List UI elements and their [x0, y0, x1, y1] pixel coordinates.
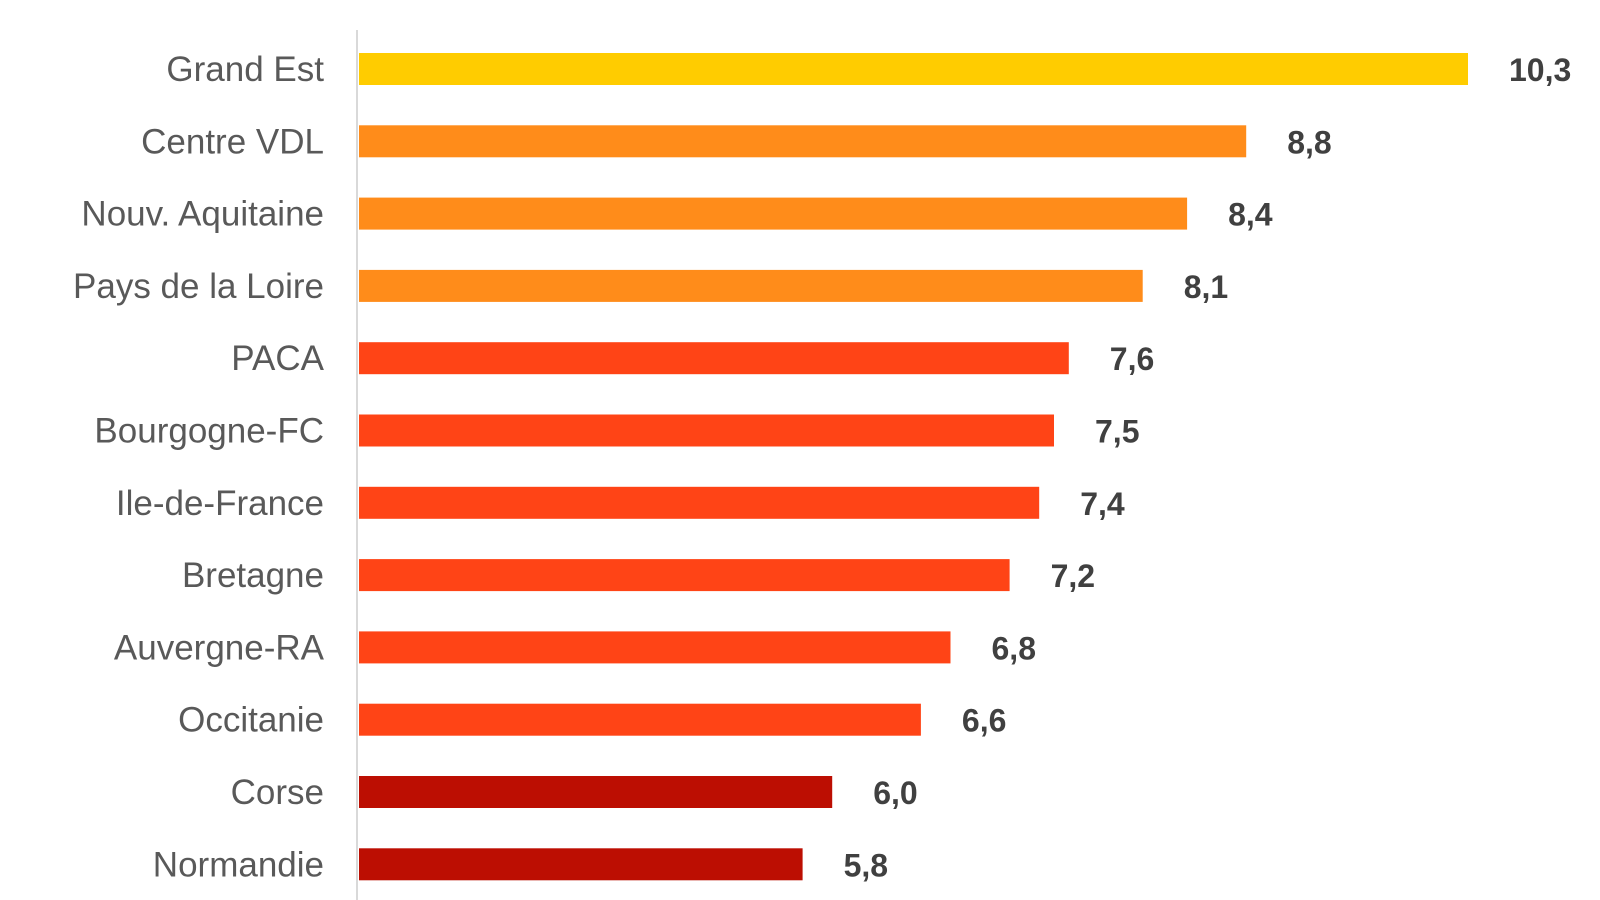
bar-ile-de-france [359, 486, 1040, 519]
category-label: Auvergne-RA [114, 628, 325, 667]
category-label: Bretagne [182, 556, 324, 595]
value-label: 8,1 [1184, 269, 1228, 305]
bar-centre-vdl [359, 125, 1247, 158]
value-label: 6,6 [962, 703, 1006, 739]
category-label: Nouv. Aquitaine [81, 195, 324, 234]
value-label: 6,8 [992, 630, 1036, 666]
value-label: 7,2 [1051, 558, 1095, 594]
value-label: 6,0 [873, 775, 917, 811]
bar-auvergne-ra [359, 631, 951, 664]
category-label: Occitanie [178, 701, 324, 740]
bars-group [359, 53, 1468, 881]
bar-pays-de-la-loire [359, 269, 1143, 302]
bar-occitanie [359, 703, 921, 736]
bar-bourgogne-fc [359, 414, 1054, 447]
category-label: Ile-de-France [116, 484, 324, 523]
value-label: 8,4 [1228, 197, 1273, 233]
value-labels-group: 10,3 8,8 8,48,1 7,6 7,5 7,4 7,2 6,8 6,6 6,0 5,8 [844, 52, 1572, 883]
value-label: 5,8 [844, 847, 888, 883]
category-label: Grand Est [166, 50, 324, 89]
bar-normandie [359, 848, 803, 881]
value-label: 7,4 [1080, 486, 1125, 522]
category-labels-group: Grand Est Centre VDL Nouv. Aquitaine Pays d… [73, 50, 325, 884]
value-label: 8,8 [1287, 124, 1331, 160]
category-label: Pays de la Loire [73, 267, 324, 306]
category-label: PACA [231, 339, 324, 378]
value-label: 10,3 [1509, 52, 1571, 88]
category-label: Corse [231, 773, 324, 812]
bar-bretagne [359, 559, 1010, 592]
category-label: Centre VDL [141, 122, 324, 161]
bar-corse [359, 776, 833, 808]
bar-paca [359, 342, 1069, 375]
value-label: 7,5 [1095, 414, 1139, 450]
bar-grand-est [359, 53, 1468, 85]
bar-nouv-aquitaine [359, 197, 1188, 230]
category-label: Bourgogne-FC [94, 412, 324, 451]
value-label: 7,6 [1110, 341, 1154, 377]
category-label: Normandie [153, 845, 324, 884]
